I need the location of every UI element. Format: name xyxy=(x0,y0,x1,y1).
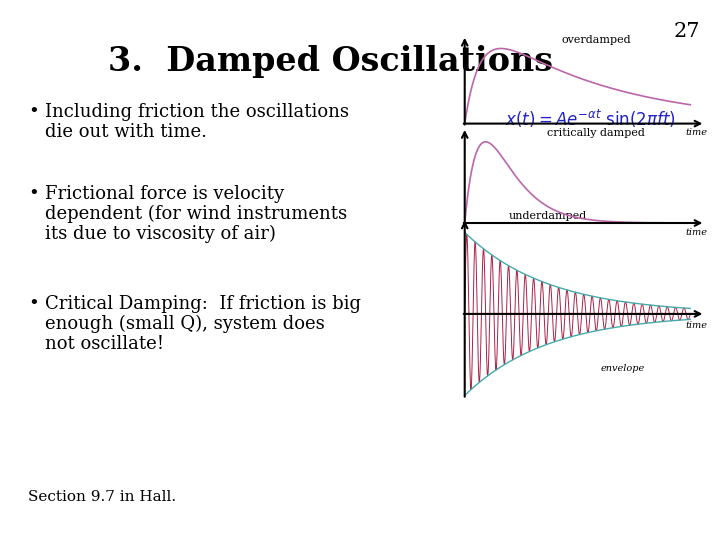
Text: Section 9.7 in Hall.: Section 9.7 in Hall. xyxy=(28,490,176,504)
Text: Including friction the oscillations: Including friction the oscillations xyxy=(45,103,349,121)
Text: 3.  Damped Oscillations: 3. Damped Oscillations xyxy=(107,45,552,78)
Text: time: time xyxy=(685,128,707,137)
Text: overdamped: overdamped xyxy=(562,35,631,45)
Text: die out with time.: die out with time. xyxy=(45,123,207,141)
Text: time: time xyxy=(685,321,707,330)
Text: time: time xyxy=(685,228,707,237)
Text: enough (small Q), system does: enough (small Q), system does xyxy=(45,315,325,333)
Text: $x(t) = Ae^{-\alpha t}\ \sin(2\pi ft)$: $x(t) = Ae^{-\alpha t}\ \sin(2\pi ft)$ xyxy=(505,108,675,130)
Text: •: • xyxy=(28,185,39,203)
Text: its due to viscosity of air): its due to viscosity of air) xyxy=(45,225,276,243)
Text: dependent (for wind instruments: dependent (for wind instruments xyxy=(45,205,347,223)
Text: 27: 27 xyxy=(673,22,700,41)
Text: critically damped: critically damped xyxy=(547,128,645,138)
Text: not oscillate!: not oscillate! xyxy=(45,335,164,353)
Text: envelope: envelope xyxy=(600,364,644,374)
Text: •: • xyxy=(28,103,39,121)
Text: •: • xyxy=(28,295,39,313)
Text: underdamped: underdamped xyxy=(508,211,587,221)
Text: Frictional force is velocity: Frictional force is velocity xyxy=(45,185,284,203)
Text: Critical Damping:  If friction is big: Critical Damping: If friction is big xyxy=(45,295,361,313)
